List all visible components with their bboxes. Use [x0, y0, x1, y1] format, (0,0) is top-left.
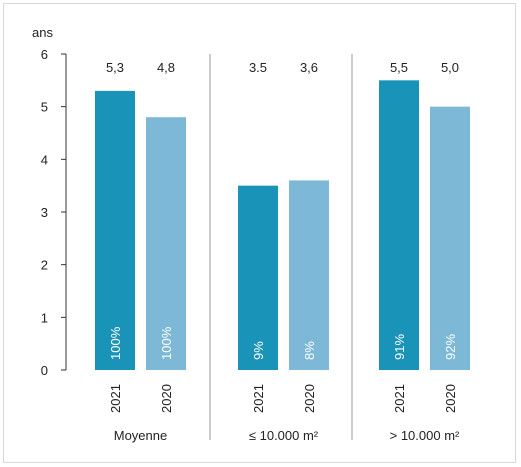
bar-2020 [146, 117, 186, 370]
bar-2021 [379, 80, 419, 370]
bar-value-label: 5,0 [441, 60, 459, 75]
bar-value-label: 3,6 [300, 60, 318, 75]
bar-value-label: 5,3 [106, 60, 124, 75]
bar-value-label: 4,8 [157, 60, 175, 75]
bar-value-label: 5,5 [390, 60, 408, 75]
bar-value-label: 3.5 [249, 60, 267, 75]
x-year-label: 2020 [302, 384, 317, 413]
bar-share-label: 100% [108, 326, 123, 360]
y-tick-label: 6 [41, 47, 48, 62]
x-year-label: 2021 [108, 384, 123, 413]
group-dividers [209, 54, 353, 440]
bar-share-label: 8% [302, 341, 317, 360]
y-tick-label: 3 [41, 205, 48, 220]
bar-2020 [289, 180, 329, 370]
y-tick-label: 1 [41, 310, 48, 325]
y-axis: 0 1 2 3 4 5 6 [41, 47, 67, 378]
y-tick-label: 2 [41, 258, 48, 273]
labels: 5,3 100% 2021 4,8 100% 2020 Moyenne 3.5 9% 2021 3,… [106, 60, 460, 443]
group-label: ≤ 10.000 m² [249, 428, 319, 443]
y-tick-label: 0 [41, 363, 48, 378]
y-tick-label: 5 [41, 100, 48, 115]
x-year-label: 2021 [392, 384, 407, 413]
bar-share-label: 92% [443, 334, 458, 360]
bar-2021 [238, 185, 278, 370]
x-year-label: 2020 [159, 384, 174, 413]
bar-share-label: 100% [159, 326, 174, 360]
y-axis-unit-label: ans [32, 25, 53, 40]
y-tick-label: 4 [41, 152, 48, 167]
bar-2021 [95, 90, 135, 370]
group-label: Moyenne [114, 428, 167, 443]
bar-share-label: 9% [251, 341, 266, 360]
bar-2020 [430, 106, 470, 371]
group-label: > 10.000 m² [390, 428, 460, 443]
x-year-label: 2020 [443, 384, 458, 413]
bar-share-label: 91% [392, 334, 407, 360]
x-year-label: 2021 [251, 384, 266, 413]
bars [95, 80, 470, 371]
